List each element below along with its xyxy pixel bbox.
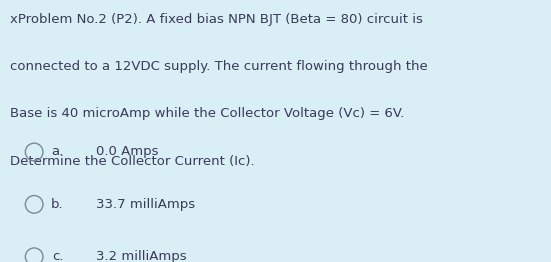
Text: 0.0 Amps: 0.0 Amps [96,145,159,159]
Text: Base is 40 microAmp while the Collector Voltage (Vc) = 6V.: Base is 40 microAmp while the Collector … [10,107,404,121]
Text: a.: a. [51,145,63,159]
Text: 33.7 milliAmps: 33.7 milliAmps [96,198,196,211]
Text: connected to a 12VDC supply. The current flowing through the: connected to a 12VDC supply. The current… [10,60,428,73]
Text: xProblem No.2 (P2). A fixed bias NPN BJT (Beta = 80) circuit is: xProblem No.2 (P2). A fixed bias NPN BJT… [10,13,423,26]
Text: Determine the Collector Current (Ic).: Determine the Collector Current (Ic). [10,155,255,168]
Text: c.: c. [52,250,63,262]
Text: 3.2 milliAmps: 3.2 milliAmps [96,250,187,262]
Text: b.: b. [51,198,63,211]
